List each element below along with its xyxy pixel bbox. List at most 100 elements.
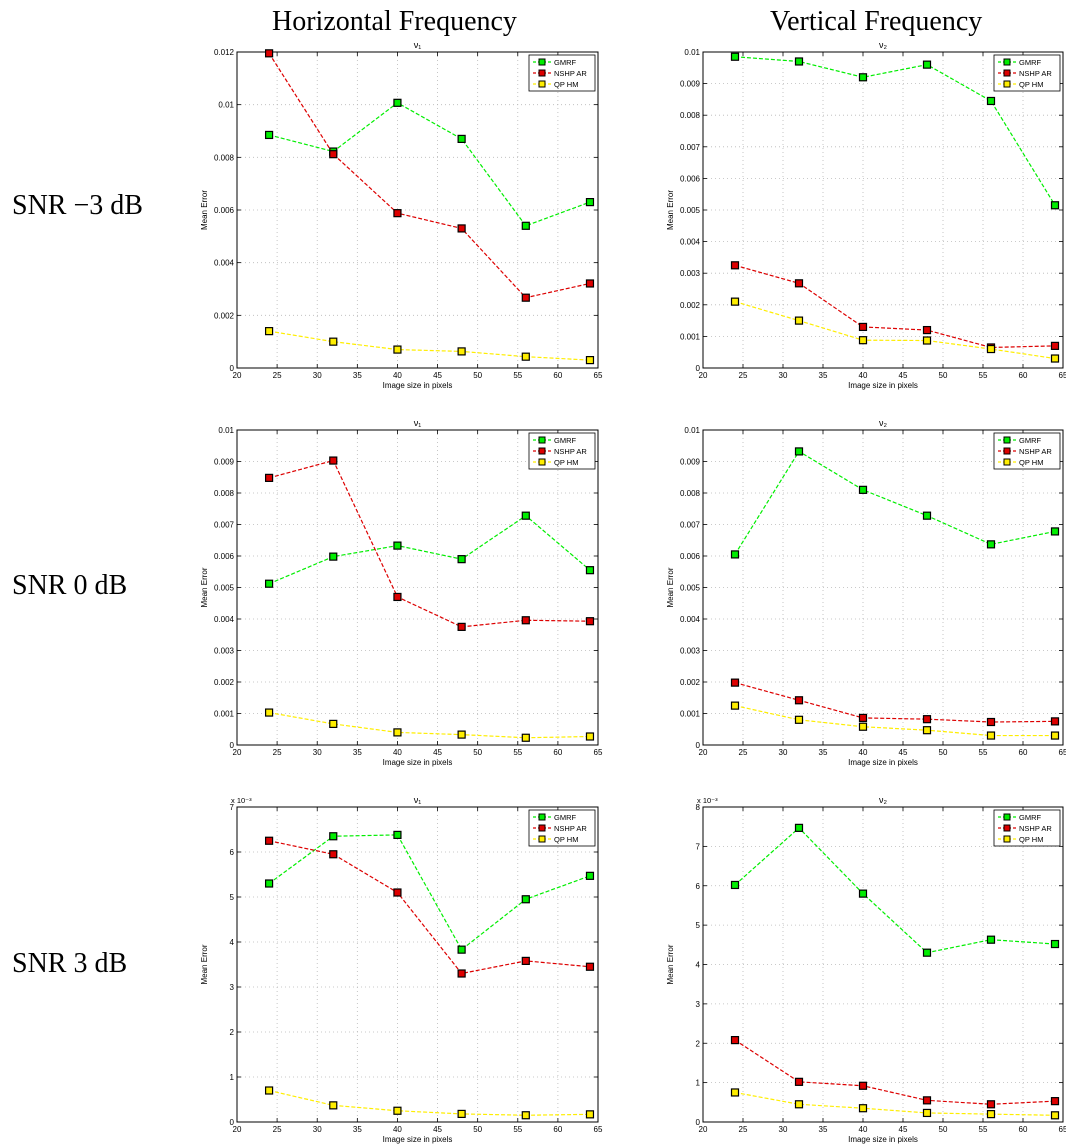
y-tick-label: 0.009 [680, 458, 701, 467]
data-point [585, 198, 595, 207]
data-point [585, 566, 595, 575]
data-point [986, 96, 996, 106]
y-tick-label: 0.007 [680, 143, 701, 152]
data-point [1050, 201, 1060, 210]
x-axis-label: Image size in pixels [848, 1135, 918, 1144]
series-gmrf [730, 447, 1060, 559]
data-point [922, 726, 932, 735]
x-tick-label: 60 [1019, 1125, 1028, 1134]
data-point [730, 297, 740, 306]
y-tick-label: 0 [696, 364, 701, 373]
y-tick-label: 0.01 [218, 101, 234, 110]
x-tick-label: 50 [939, 1125, 948, 1134]
y-tick-label: 0.009 [214, 458, 235, 467]
x-axis-label: Image size in pixels [383, 1135, 453, 1144]
series-qp-hm [730, 1088, 1060, 1120]
x-tick-label: 55 [513, 1125, 522, 1134]
data-point [730, 701, 740, 710]
series-line [734, 1091, 1056, 1116]
data-point [457, 969, 466, 978]
y-tick-label: 0.007 [214, 521, 235, 530]
legend: GMRF NSHP AR QP HM [528, 809, 596, 847]
data-point [858, 485, 868, 494]
x-tick-label: 25 [273, 371, 282, 380]
y-tick-label: 0.006 [680, 174, 701, 183]
column-header-horizontal: Horizontal Frequency [272, 6, 517, 37]
data-point [922, 60, 932, 69]
y-tick-label: 5 [696, 921, 701, 930]
x-tick-label: 50 [473, 748, 482, 757]
y-tick-label: 0.008 [680, 489, 701, 498]
legend-marker [1003, 58, 1011, 66]
y-tick-label: 0.01 [684, 426, 700, 435]
legend-label: GMRF [554, 58, 576, 67]
legend: GMRF NSHP AR QP HM [993, 432, 1061, 470]
x-tick-label: 30 [779, 1125, 788, 1134]
data-point [986, 344, 996, 354]
y-tick-label: 0.006 [680, 552, 701, 561]
legend-marker [538, 69, 546, 77]
data-point [393, 541, 402, 550]
data-point [457, 622, 466, 631]
legend-label: NSHP AR [554, 69, 587, 78]
data-point [457, 730, 466, 739]
data-point [585, 1110, 595, 1119]
y-tick-label: 0.003 [214, 647, 235, 656]
x-tick-label: 65 [594, 748, 603, 757]
x-axis-label: Image size in pixels [848, 758, 918, 767]
y-tick-label: 1 [230, 1073, 235, 1082]
legend-marker [1003, 447, 1011, 455]
data-point [730, 52, 740, 61]
plot-frame [236, 806, 599, 1123]
legend-marker [538, 458, 546, 466]
legend-marker [1003, 835, 1011, 843]
x-tick-label: 50 [473, 371, 482, 380]
y-tick-label: 0.002 [680, 678, 701, 687]
y-tick-label: 0.004 [680, 615, 701, 624]
x-tick-label: 55 [513, 371, 522, 380]
legend-label: GMRF [1019, 58, 1041, 67]
row-label-snr-minus3: SNR −3 dB [12, 190, 143, 221]
series-qp-hm [730, 297, 1060, 363]
y-tick-label: 0.001 [214, 710, 235, 719]
y-tick-label: 0.002 [214, 311, 235, 320]
legend-label: QP HM [554, 80, 578, 89]
legend-label: QP HM [554, 835, 578, 844]
x-tick-label: 35 [819, 748, 828, 757]
data-point [585, 962, 595, 971]
legend-marker [538, 813, 546, 821]
x-tick-label: 50 [473, 1125, 482, 1134]
legend-label: QP HM [1019, 835, 1043, 844]
series-qp-hm [264, 327, 595, 365]
data-point [393, 728, 402, 737]
legend-label: GMRF [554, 813, 576, 822]
y-tick-label: 0.001 [680, 332, 701, 341]
y-tick-label: 4 [696, 961, 701, 970]
data-point [393, 98, 402, 107]
legend-label: NSHP AR [1019, 447, 1052, 456]
data-point [329, 850, 338, 859]
column-header-vertical: Vertical Frequency [770, 6, 983, 37]
data-point [730, 550, 740, 559]
y-tick-label: 3 [230, 983, 235, 992]
series-line [734, 450, 1056, 555]
data-point [521, 293, 530, 302]
legend: GMRF NSHP AR QP HM [528, 54, 596, 92]
legend-label: GMRF [1019, 813, 1041, 822]
y-tick-label: 2 [696, 1039, 701, 1048]
series-line [268, 102, 591, 227]
series-line [268, 459, 590, 628]
data-point [393, 209, 402, 218]
x-tick-label: 65 [1059, 1125, 1066, 1134]
y-tick-label: 0.01 [218, 426, 234, 435]
row-label-snr-3: SNR 3 dB [12, 948, 128, 979]
data-point [922, 336, 932, 345]
data-point [521, 956, 530, 966]
y-tick-label: 0.008 [214, 489, 235, 498]
data-point [858, 73, 868, 82]
legend-label: NSHP AR [554, 447, 587, 456]
x-tick-label: 30 [779, 748, 788, 757]
data-point [794, 823, 804, 832]
x-tick-label: 30 [779, 371, 788, 380]
x-tick-label: 30 [313, 1125, 322, 1134]
